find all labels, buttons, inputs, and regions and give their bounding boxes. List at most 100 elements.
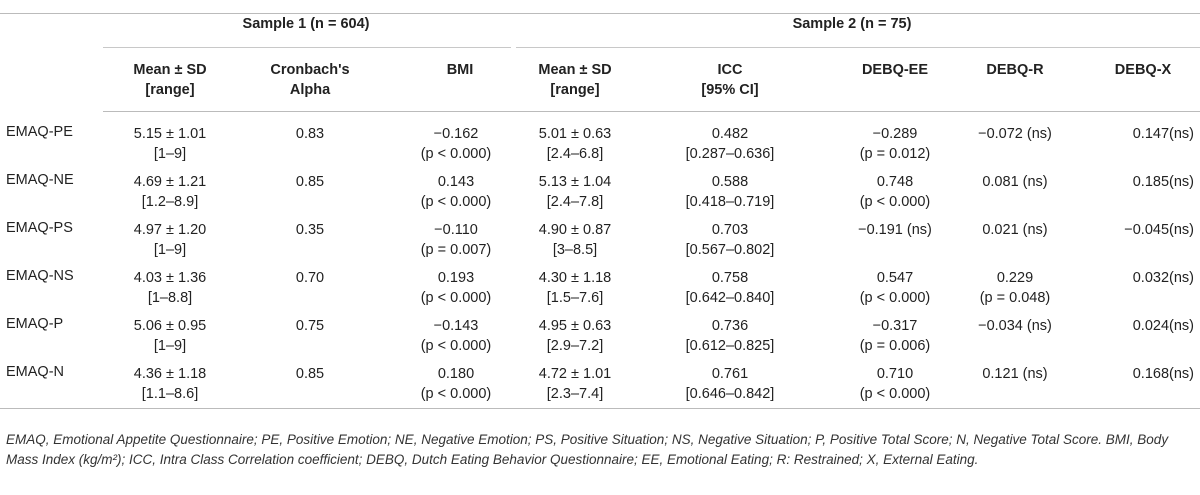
cell-r: 0.229 (p = 0.048)	[955, 268, 1075, 308]
cell-mean2-value: 4.30 ± 1.18	[538, 270, 612, 286]
cell-ee-p: (p < 0.000)	[859, 386, 931, 402]
col-header-icc-line2: [95% CI]	[701, 82, 759, 98]
cell-ee-value: 0.547	[876, 270, 914, 286]
cell-mean1: 4.36 ± 1.18 [1.1–8.6]	[110, 364, 230, 404]
row-label: EMAQ-NE	[6, 172, 74, 188]
cell-ee-p: (p = 0.012)	[859, 146, 931, 162]
col-header-r: DEBQ-R	[986, 62, 1044, 78]
cell-icc: 0.703 [0.567–0.802]	[665, 220, 795, 260]
cell-ee-value: 0.748	[876, 174, 914, 190]
cell-ee-p: (p < 0.000)	[859, 290, 931, 306]
col-header-mean2: Mean ± SD [range]	[515, 60, 635, 100]
cell-r-value: −0.034 (ns)	[978, 318, 1052, 334]
cell-icc-value: 0.482	[711, 126, 749, 142]
cell-r-p: (p = 0.048)	[979, 290, 1051, 306]
cell-bmi: −0.162 (p < 0.000)	[400, 124, 512, 164]
cell-mean1: 4.03 ± 1.36 [1–8.8]	[110, 268, 230, 308]
col-header-icc: ICC [95% CI]	[665, 60, 795, 100]
cell-bmi-value: −0.143	[433, 318, 479, 334]
cell-bmi-value: 0.180	[437, 366, 475, 382]
cell-mean1-range: [1–9]	[153, 146, 187, 162]
cell-bmi-p: (p < 0.000)	[420, 386, 492, 402]
group-header-sample1: Sample 1 (n = 604)	[242, 16, 370, 32]
cell-mean1-value: 4.03 ± 1.36	[133, 270, 207, 286]
cell-mean2-range: [3–8.5]	[552, 242, 598, 258]
col-header-mean2-line2: [range]	[550, 82, 600, 98]
cell-mean2-range: [2.3–7.4]	[546, 386, 604, 402]
table-row: EMAQ-PE 5.15 ± 1.01 [1–9] 0.83 −0.162 (p <…	[0, 124, 1200, 172]
cell-mean1: 5.15 ± 1.01 [1–9]	[110, 124, 230, 164]
cell-bmi-value: −0.110	[434, 222, 478, 238]
row-label: EMAQ-PS	[6, 220, 73, 236]
cell-r: −0.034 (ns)	[955, 316, 1075, 336]
cell-bmi: 0.180 (p < 0.000)	[400, 364, 512, 404]
row-label: EMAQ-N	[6, 364, 64, 380]
col-header-icc-line1: ICC	[717, 62, 743, 78]
group-rule-sample2	[516, 47, 1200, 48]
table-row: EMAQ-N 4.36 ± 1.18 [1.1–8.6] 0.85 0.180 (p…	[0, 364, 1200, 412]
row-label: EMAQ-P	[6, 316, 64, 332]
cell-mean2-value: 4.95 ± 0.63	[538, 318, 612, 334]
col-header-mean1: Mean ± SD [range]	[110, 60, 230, 100]
cell-ee: 0.748 (p < 0.000)	[835, 172, 955, 212]
cell-icc-ci: [0.567–0.802]	[685, 242, 775, 258]
cell-icc-value: 0.761	[711, 366, 749, 382]
cell-bmi-p: (p < 0.000)	[420, 338, 492, 354]
cell-alpha: 0.83	[295, 126, 325, 142]
cell-icc: 0.482 [0.287–0.636]	[665, 124, 795, 164]
cell-mean2: 4.30 ± 1.18 [1.5–7.6]	[515, 268, 635, 308]
cell-icc-ci: [0.287–0.636]	[685, 146, 775, 162]
cell-mean2: 4.90 ± 0.87 [3–8.5]	[515, 220, 635, 260]
cell-ee: 0.710 (p < 0.000)	[835, 364, 955, 404]
cell-mean1-range: [1.1–8.6]	[141, 386, 199, 402]
cell-mean1-range: [1–9]	[153, 242, 187, 258]
cell-ee: 0.547 (p < 0.000)	[835, 268, 955, 308]
cell-bmi-value: 0.143	[437, 174, 475, 190]
cell-mean2-value: 4.72 ± 1.01	[538, 366, 612, 382]
cell-mean1-value: 4.36 ± 1.18	[133, 366, 207, 382]
cell-mean1-value: 4.97 ± 1.20	[133, 222, 207, 238]
table-row: EMAQ-P 5.06 ± 0.95 [1–9] 0.75 −0.143 (p < …	[0, 316, 1200, 364]
cell-mean2-range: [1.5–7.6]	[546, 290, 604, 306]
cell-mean2-value: 5.01 ± 0.63	[538, 126, 612, 142]
cell-icc-value: 0.588	[711, 174, 749, 190]
cell-x: 0.147(ns)	[1132, 126, 1194, 142]
group-rule-sample1	[103, 47, 511, 48]
cell-mean2: 5.01 ± 0.63 [2.4–6.8]	[515, 124, 635, 164]
cell-icc-ci: [0.646–0.842]	[685, 386, 775, 402]
col-header-mean1-line2: [range]	[145, 82, 195, 98]
cell-bmi-value: 0.193	[437, 270, 475, 286]
cell-x: 0.185(ns)	[1132, 174, 1194, 190]
cell-bmi: −0.110 (p = 0.007)	[400, 220, 512, 260]
cell-r: 0.081 (ns)	[955, 172, 1075, 192]
cell-bmi-p: (p < 0.000)	[420, 290, 492, 306]
top-rule	[0, 13, 1200, 14]
cell-mean1-value: 5.15 ± 1.01	[133, 126, 207, 142]
cell-ee-value: −0.191 (ns)	[858, 222, 932, 238]
col-header-ee: DEBQ-EE	[861, 62, 929, 78]
cell-alpha: 0.85	[295, 366, 325, 382]
cell-mean1-range: [1–8.8]	[147, 290, 193, 306]
cell-ee-value: −0.317	[872, 318, 918, 334]
cell-mean2: 5.13 ± 1.04 [2.4–7.8]	[515, 172, 635, 212]
cell-r-value: 0.229	[996, 270, 1034, 286]
cell-r-value: 0.021 (ns)	[982, 222, 1048, 238]
cell-icc: 0.588 [0.418–0.719]	[665, 172, 795, 212]
cell-bmi-p: (p < 0.000)	[420, 194, 492, 210]
cell-r: −0.072 (ns)	[955, 124, 1075, 144]
cell-bmi: 0.143 (p < 0.000)	[400, 172, 512, 212]
cell-ee-value: 0.710	[876, 366, 914, 382]
cell-r-value: 0.081 (ns)	[982, 174, 1048, 190]
cell-mean1-value: 5.06 ± 0.95	[133, 318, 207, 334]
row-label: EMAQ-PE	[6, 124, 73, 140]
cell-bmi-p: (p < 0.000)	[420, 146, 492, 162]
cell-ee-value: −0.289	[872, 126, 918, 142]
cell-icc-value: 0.736	[711, 318, 749, 334]
cell-ee: −0.289 (p = 0.012)	[835, 124, 955, 164]
cell-mean1: 4.97 ± 1.20 [1–9]	[110, 220, 230, 260]
col-header-bmi: BMI	[446, 62, 474, 78]
cell-mean1-range: [1–9]	[153, 338, 187, 354]
cell-icc-value: 0.703	[711, 222, 749, 238]
cell-r-value: 0.121 (ns)	[982, 366, 1048, 382]
